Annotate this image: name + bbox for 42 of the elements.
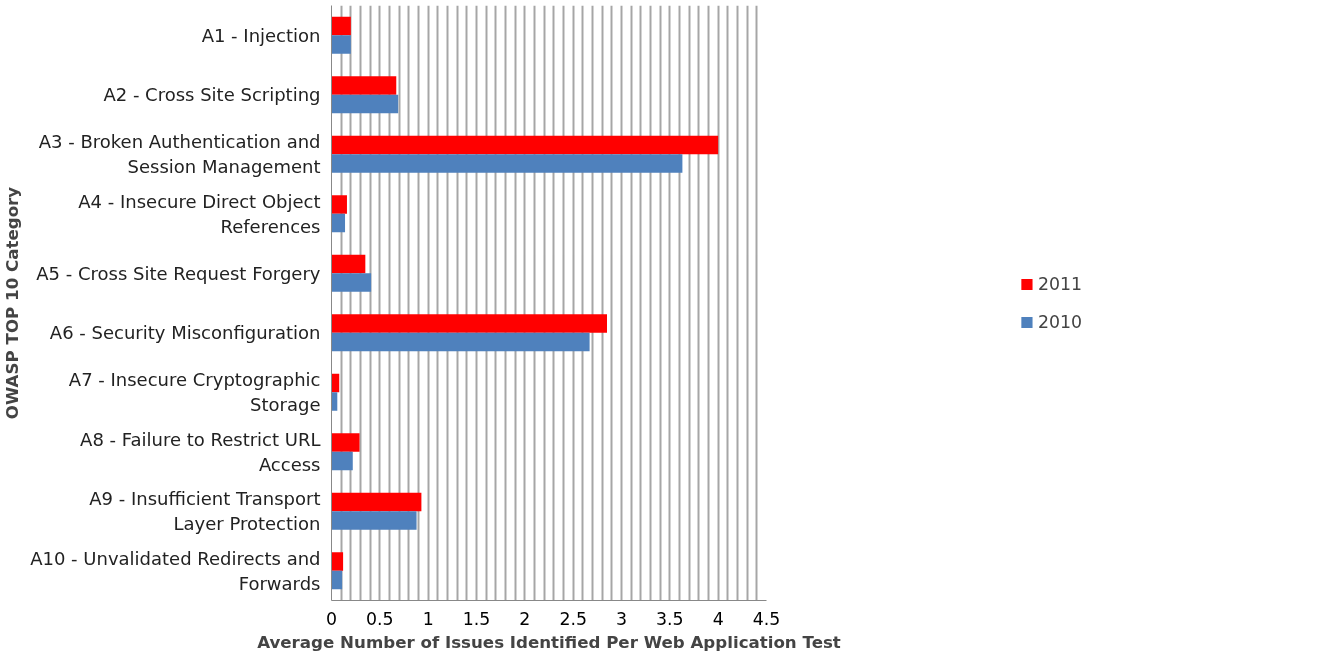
x-tick-label: 2.5: [559, 608, 587, 629]
x-tick-label: 3: [615, 608, 628, 629]
y-axis-title: OWASP TOP 10 Category: [3, 186, 23, 420]
legend-label: 2010: [1037, 311, 1083, 332]
bar: [331, 94, 399, 114]
bar: [331, 314, 607, 333]
x-axis-title: Average Number of Issues Identified Per Web Application Test: [257, 632, 841, 652]
y-tick-label: A3 - Broken Authentication and Session Management: [38, 131, 321, 178]
x-tick-label: 0: [325, 608, 338, 629]
x-tick-label: 0.5: [366, 608, 394, 629]
bar: [331, 154, 683, 173]
x-tick-label: 1: [422, 608, 434, 629]
x-tick-label: 3.5: [656, 608, 684, 629]
bar: [331, 16, 351, 36]
bar: [331, 213, 346, 233]
x-tick-label: 4.5: [752, 608, 781, 629]
x-tick-label: 4: [712, 608, 724, 629]
x-tick-label: 1.5: [462, 608, 491, 629]
y-tick-label: A5 - Cross Site Request Forgery: [36, 262, 321, 284]
bar: [331, 135, 719, 155]
y-tick-label: A10 - Unvalidated Redirects and Forwards: [30, 547, 321, 594]
y-tick-label: A8 - Failure to Restrict URL Access: [80, 428, 321, 475]
y-tick-label: A4 - Insecure Direct Object References: [78, 190, 321, 237]
bar: [331, 552, 344, 571]
bar: [331, 570, 343, 590]
bar: [331, 273, 372, 292]
legend-label: 2011: [1037, 273, 1083, 294]
y-tick-label: A7 - Insecure Cryptographic Storage: [68, 369, 321, 416]
x-tick-label: 2: [519, 608, 531, 629]
y-tick-label: A1 - Injection: [201, 24, 321, 46]
y-tick-label: A9 - Insufficient Transport Layer Protection: [89, 488, 321, 535]
y-tick-label: A6 - Security Misconfiguration: [49, 322, 321, 344]
bar: [331, 511, 417, 530]
bar: [331, 451, 353, 471]
bar: [331, 254, 366, 274]
y-tick-label: A2 - Cross Site Scripting: [103, 84, 321, 106]
bar: [331, 492, 422, 512]
bar: [331, 433, 360, 452]
bar: [331, 35, 351, 54]
bar: [331, 195, 347, 214]
bar: [331, 76, 397, 95]
bar: [331, 332, 590, 352]
